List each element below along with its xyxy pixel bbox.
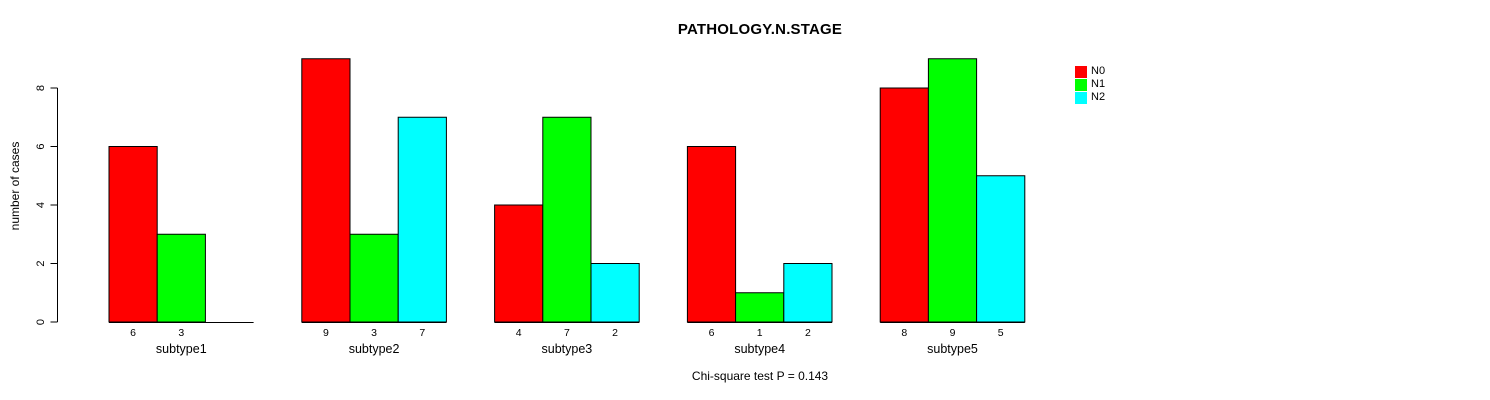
bar-value-label-subtype2-N1: 3 (371, 327, 377, 339)
bar-subtype5-N1 (927, 58, 978, 323)
bar-value-label-subtype2-N2: 7 (419, 327, 425, 339)
y-axis-tick-label: 8 (35, 85, 47, 91)
bar-value-label-subtype5-N2: 5 (998, 327, 1004, 339)
bar-value-label-subtype1-N1: 3 (178, 327, 184, 339)
bar-subtype5-N0 (879, 87, 929, 323)
bar-value-label-subtype2-N0: 9 (323, 327, 329, 339)
legend-item-n1: N1 (1075, 78, 1105, 91)
bar-value-label-subtype4-N1: 1 (757, 327, 763, 339)
x-category-label-subtype4: subtype4 (734, 342, 785, 356)
bar-subtype3-N2 (590, 263, 640, 323)
legend-label-n1: N1 (1091, 78, 1106, 90)
bar-subtype4-N2 (783, 263, 833, 323)
legend-swatch-n0 (1075, 65, 1087, 78)
legend-swatch-n1 (1075, 78, 1087, 91)
bar-value-label-subtype3-N0: 4 (516, 327, 522, 339)
x-category-label-subtype2: subtype2 (349, 342, 400, 356)
legend-item-n0: N0 (1075, 65, 1105, 78)
chi-square-annotation: Chi-square test P = 0.143 (691, 369, 829, 383)
legend: N0 N1 N2 (1075, 65, 1105, 104)
bar-subtype1-N1 (156, 233, 206, 323)
legend-label-n0: N0 (1091, 65, 1106, 77)
chart-title: PATHOLOGY.N.STAGE (677, 21, 843, 38)
legend-item-n2: N2 (1075, 91, 1105, 104)
bar-value-label-subtype5-N1: 9 (950, 327, 956, 339)
bar-value-label-subtype3-N1: 7 (564, 327, 570, 339)
legend-label-n2: N2 (1091, 91, 1106, 103)
y-axis-tick-label: 6 (35, 143, 47, 149)
bar-value-label-subtype1-N0: 6 (130, 327, 136, 339)
x-category-label-subtype1: subtype1 (156, 342, 207, 356)
bar-subtype2-N2 (397, 116, 447, 323)
bar-value-label-subtype4-N0: 6 (709, 327, 715, 339)
bar-subtype2-N0 (301, 58, 351, 323)
y-axis-label: number of cases (8, 142, 22, 231)
x-category-label-subtype5: subtype5 (927, 342, 978, 356)
y-axis-tick-label: 2 (35, 260, 47, 266)
bar-value-label-subtype3-N2: 2 (612, 327, 618, 339)
bar-subtype4-N1 (735, 292, 785, 323)
bar-subtype3-N0 (494, 204, 544, 323)
legend-swatch-n2 (1075, 91, 1087, 104)
bar-subtype5-N2 (976, 175, 1026, 323)
bar-subtype4-N0 (686, 146, 737, 323)
y-axis-tick-label: 4 (35, 202, 47, 208)
bar-subtype3-N1 (542, 116, 592, 323)
bar-subtype2-N1 (349, 233, 399, 323)
x-category-label-subtype3: subtype3 (542, 342, 593, 356)
bar-value-label-subtype4-N2: 2 (805, 327, 811, 339)
bar-subtype1-N0 (108, 146, 158, 323)
y-axis-tick-label: 0 (35, 319, 47, 325)
bar-value-label-subtype5-N0: 8 (901, 327, 907, 339)
